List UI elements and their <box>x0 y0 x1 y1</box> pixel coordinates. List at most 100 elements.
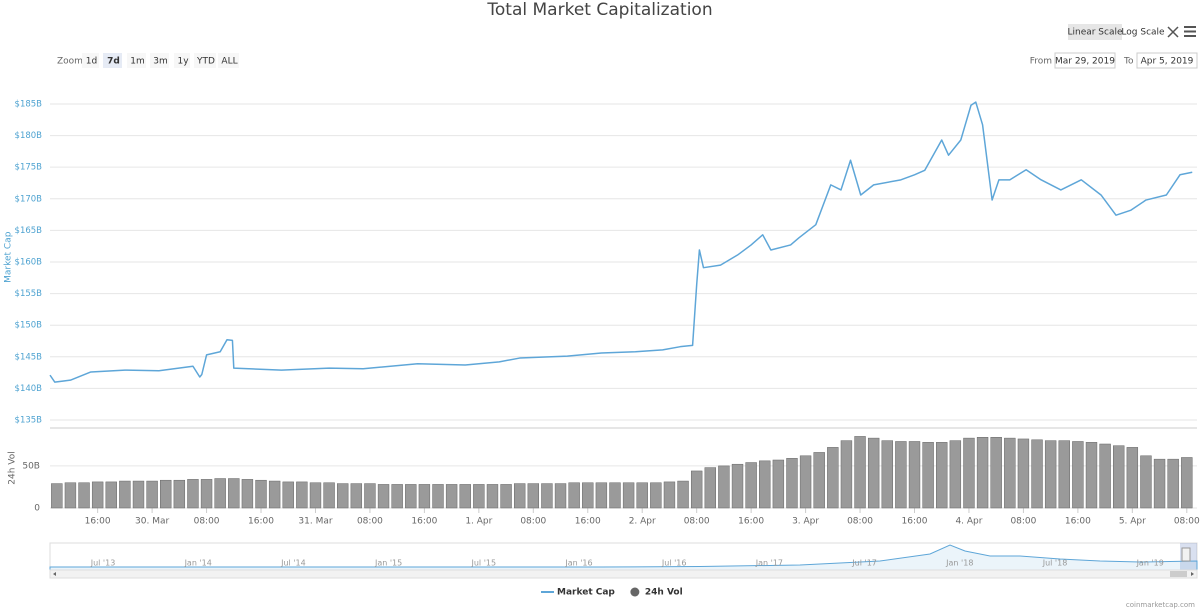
to-value[interactable]: Apr 5, 2019 <box>1141 57 1194 67</box>
from-label: From <box>1030 57 1052 67</box>
y-tick-label: $160B <box>15 257 43 267</box>
volume-bar <box>704 467 716 509</box>
fullscreen-icon[interactable] <box>1167 26 1179 38</box>
menu-icon[interactable] <box>1184 26 1196 37</box>
x-tick-label: 4. Apr <box>955 517 982 527</box>
volume-bar <box>1113 445 1125 509</box>
x-tick-label: 31. Mar <box>298 517 332 527</box>
volume-bar <box>282 481 294 509</box>
zoom-button-label[interactable]: 1d <box>86 57 97 67</box>
from-input[interactable] <box>1054 52 1116 69</box>
to-input[interactable] <box>1136 52 1198 69</box>
volume-bar <box>309 482 322 509</box>
zoom-button-label[interactable]: 7d <box>107 57 120 67</box>
x-tick-label: 08:00 <box>520 517 546 527</box>
volume-bar <box>759 460 771 509</box>
volume-bar <box>554 483 567 509</box>
volume-bar <box>595 482 608 509</box>
volume-bar <box>64 482 77 509</box>
volume-bar <box>854 436 866 509</box>
x-tick-label: 16:00 <box>1065 517 1091 527</box>
navigator-label: Jul '14 <box>280 559 306 568</box>
from-value[interactable]: Mar 29, 2019 <box>1055 57 1115 67</box>
x-tick-label: 16:00 <box>248 517 274 527</box>
volume-bar <box>1181 457 1193 509</box>
zoom-button[interactable] <box>218 53 239 68</box>
volume-bar <box>949 440 962 509</box>
volume-bar <box>663 481 676 509</box>
credit: coinmarketcap.com <box>1126 601 1195 609</box>
volume-bar <box>323 482 335 509</box>
volume-bar <box>105 481 117 509</box>
zoom-button-label[interactable]: 3m <box>153 57 168 67</box>
volume-bar <box>119 480 131 509</box>
legend-label[interactable]: 24h Vol <box>645 588 683 598</box>
zoom-button[interactable] <box>194 53 216 68</box>
volume-bar <box>990 437 1002 509</box>
volume-bar <box>718 465 730 509</box>
volume-bar <box>1044 440 1057 509</box>
scale-button-label[interactable]: Log Scale <box>1121 28 1165 38</box>
volume-bar <box>173 479 186 509</box>
x-tick-label: 16:00 <box>411 517 437 527</box>
scale-button-label[interactable]: Linear Scale <box>1067 28 1123 38</box>
legend-symbol <box>630 587 640 597</box>
zoom-button[interactable] <box>174 53 190 68</box>
scroll-right[interactable] <box>1191 572 1194 576</box>
scrollbar-thumb[interactable] <box>1170 571 1187 577</box>
scale-button[interactable] <box>1068 24 1122 40</box>
y-tick-label: $155B <box>15 289 43 299</box>
navigator-label: Jan '16 <box>564 559 592 568</box>
volume-bar <box>187 479 199 509</box>
volume-bar <box>1126 447 1139 509</box>
volume-bar <box>51 483 63 509</box>
volume-bar <box>228 478 240 509</box>
volume-bar <box>895 441 907 509</box>
x-tick-label: 3. Apr <box>792 517 819 527</box>
zoom-button[interactable] <box>103 53 122 68</box>
zoom-label: Zoom <box>57 57 83 67</box>
x-tick-label: 16:00 <box>738 517 764 527</box>
zoom-button-label[interactable]: ALL <box>221 57 237 67</box>
volume-bar <box>78 482 90 509</box>
zoom-button[interactable] <box>82 53 99 68</box>
scrollbar[interactable] <box>49 569 1198 579</box>
x-tick-label: 5. Apr <box>1119 517 1146 527</box>
volume-bar <box>418 484 431 509</box>
volume-bar <box>745 462 757 509</box>
x-tick-label: 16:00 <box>902 517 928 527</box>
zoom-button-label[interactable]: 1m <box>130 57 145 67</box>
zoom-button-label[interactable]: 1y <box>177 57 189 67</box>
volume-bar <box>799 455 812 509</box>
volume-bar <box>255 479 267 509</box>
zoom-button-label[interactable]: YTD <box>196 57 215 67</box>
y-tick-label: $135B <box>15 416 43 426</box>
volume-bar <box>1004 437 1016 509</box>
volume-bar <box>200 479 213 509</box>
navigator-label: Jan '19 <box>1136 559 1164 568</box>
volume-bar <box>146 480 158 509</box>
volume-bar <box>268 480 281 509</box>
volume-bar <box>1058 440 1070 509</box>
volume-bar <box>1072 441 1084 509</box>
volume-bar <box>445 484 458 509</box>
volume-bar <box>1085 442 1098 509</box>
volume-bar <box>786 458 798 509</box>
y-tick-label: $165B <box>15 226 43 236</box>
x-tick-label: 16:00 <box>575 517 601 527</box>
legend-label[interactable]: Market Cap <box>557 588 615 598</box>
series-line <box>49 101 1193 383</box>
volume-bar <box>513 483 526 509</box>
zoom-button[interactable] <box>150 53 169 68</box>
navigator-handle[interactable] <box>1181 547 1191 562</box>
to-label: To <box>1123 57 1134 67</box>
volume-bar <box>936 442 948 509</box>
zoom-button[interactable] <box>127 53 146 68</box>
volume-bar <box>432 484 444 509</box>
x-tick-label: 2. Apr <box>629 517 656 527</box>
scroll-left[interactable] <box>53 572 56 576</box>
volume-bar <box>1031 439 1043 509</box>
scale-button[interactable] <box>1123 24 1163 40</box>
volume-bar <box>1167 458 1179 509</box>
y-axis-title: 24h Vol <box>8 451 18 484</box>
